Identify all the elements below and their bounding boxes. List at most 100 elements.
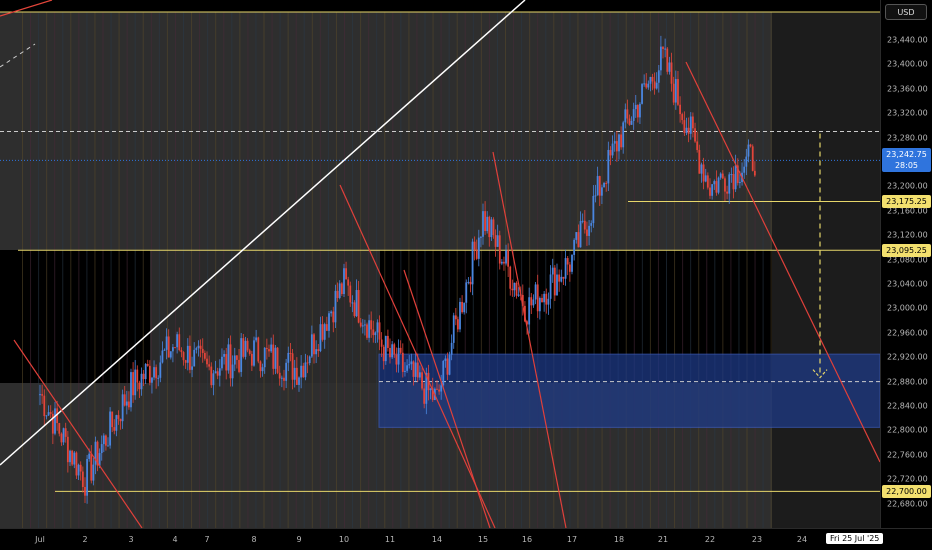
session-stripe (110, 12, 112, 528)
candle-body (721, 173, 724, 179)
candle-body (521, 294, 524, 306)
candle-body (421, 372, 423, 389)
price-tick-label: 22,760.00 (887, 450, 928, 460)
candle-body (681, 114, 684, 121)
candle-body (184, 360, 187, 363)
candle-body (579, 221, 582, 248)
candle-body (547, 298, 550, 305)
candle-body (332, 311, 335, 323)
price-tick-label: 23,120.00 (887, 230, 928, 240)
candle-body (452, 315, 455, 343)
currency-button[interactable]: USD (885, 4, 927, 20)
candle-body (73, 452, 76, 465)
countdown-timer: 28:05 (894, 161, 919, 171)
candle-body (174, 347, 176, 349)
candle-body (248, 350, 251, 354)
candle-body (107, 445, 109, 447)
candle-body (419, 372, 421, 378)
candle-body (490, 219, 493, 238)
candle-body (736, 165, 739, 184)
price-scale[interactable]: USD 23,440.00 23,400.00 23,360.00 23,320.00… (880, 0, 932, 528)
candle-body (556, 274, 558, 296)
session-stripe (38, 12, 40, 528)
candle-body (293, 367, 296, 380)
candle-body (553, 267, 556, 296)
candle-body (336, 290, 339, 298)
session-stripe (150, 12, 152, 528)
session-stripe (464, 12, 466, 528)
candle-body (212, 373, 215, 386)
candle-body (694, 128, 696, 142)
candle-body (325, 324, 328, 331)
session-stripe (545, 12, 547, 528)
session-stripe (706, 12, 708, 528)
session-stripe (183, 12, 184, 528)
candle-body (343, 268, 345, 295)
candle-body (172, 347, 174, 352)
price-tick-label: 23,400.00 (887, 59, 928, 69)
candle-body (715, 181, 718, 193)
time-axis[interactable]: Jul 2 3 4 7 8 9 10 11 14 15 16 17 18 21 22 23 24 Fri 25 J… (0, 528, 932, 550)
candle-body (295, 367, 298, 385)
session-stripe (480, 12, 482, 528)
candle-body (545, 293, 548, 305)
candle-body (41, 394, 44, 396)
candle-body (382, 346, 385, 362)
candle-body (515, 282, 518, 296)
session-stripe (102, 12, 104, 528)
candle-body (208, 364, 211, 367)
candle-body (566, 258, 569, 265)
candle-body (56, 408, 59, 424)
candle-body (223, 354, 225, 357)
session-stripe (46, 12, 48, 528)
crosshair-date-label: Fri 25 Jul '25 (826, 533, 884, 544)
candle-body (321, 324, 324, 340)
candle-body (113, 427, 116, 431)
session-stripe (424, 12, 426, 528)
candle-body (231, 364, 234, 379)
candle-body (399, 347, 402, 353)
candle-body (155, 367, 158, 379)
candle-body (440, 385, 443, 392)
candle-body (583, 220, 586, 230)
candle-body (739, 182, 741, 184)
candle-body (278, 372, 281, 379)
candle-body (280, 377, 283, 379)
session-stripe (714, 12, 716, 528)
candle-body (334, 290, 337, 323)
candlestick-chart[interactable] (0, 0, 880, 528)
session-stripe (738, 12, 740, 528)
candle-body (128, 401, 130, 408)
candle-body (304, 362, 307, 378)
candle-body (140, 373, 143, 390)
candle-body (121, 394, 124, 422)
candle-body (90, 453, 93, 481)
candle-body (575, 232, 578, 240)
candle-body (285, 362, 288, 381)
candle-body (436, 388, 438, 390)
time-label: 14 (431, 535, 443, 544)
candle-body (711, 184, 714, 196)
candle-body (186, 345, 189, 363)
candle-body (670, 62, 673, 84)
candle-body (624, 109, 627, 123)
session-stripe (376, 12, 378, 528)
candle-body (130, 372, 132, 408)
candle-body (287, 352, 290, 363)
session-stripe (86, 12, 88, 528)
candle-body (203, 352, 206, 359)
session-stripe (537, 12, 539, 528)
candle-body (679, 104, 681, 115)
candle-body (475, 249, 478, 259)
candle-body (397, 347, 400, 365)
candle-body (607, 149, 610, 184)
candle-body (425, 372, 428, 404)
session-stripe (488, 12, 490, 528)
candle-body (163, 349, 166, 351)
time-label: 9 (296, 535, 302, 544)
session-stripe (207, 12, 209, 528)
candle-body (649, 76, 652, 84)
session-stripe (400, 12, 402, 528)
chart-plot-area[interactable] (0, 0, 880, 528)
